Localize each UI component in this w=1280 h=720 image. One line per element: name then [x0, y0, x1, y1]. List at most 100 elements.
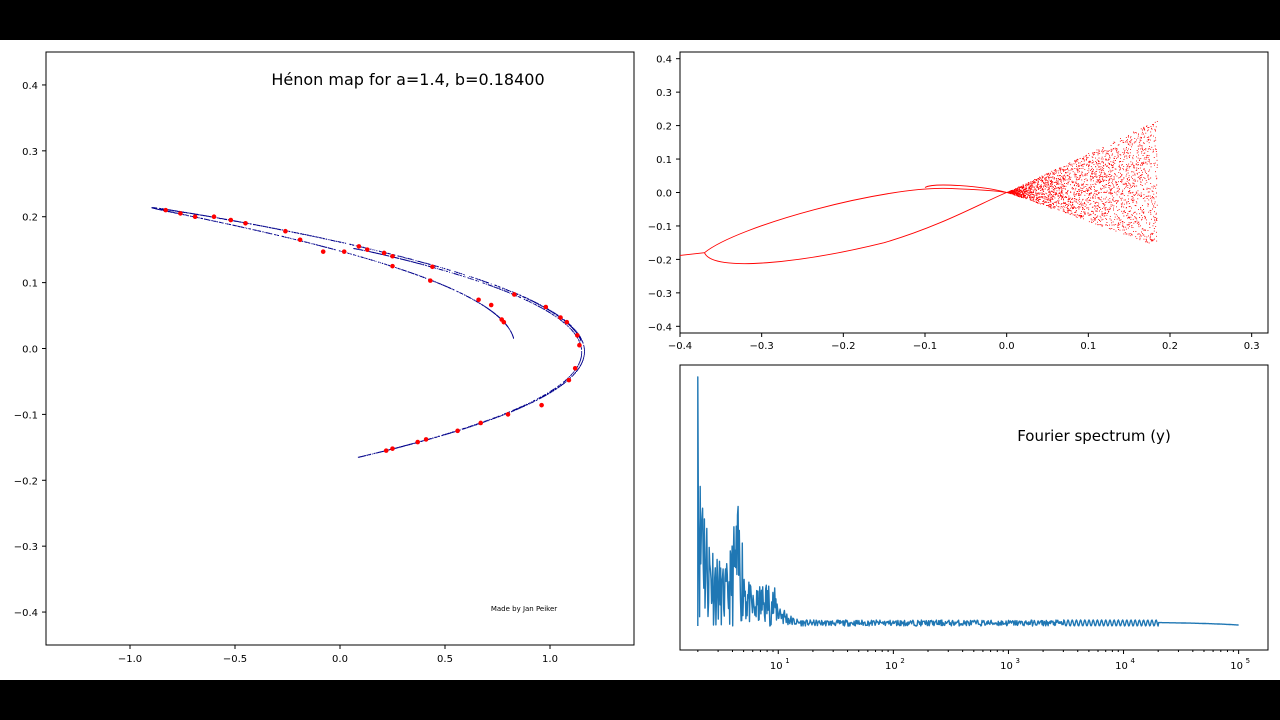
x-tick-label: 0.5	[437, 654, 453, 665]
highlighted-point	[341, 249, 347, 254]
highlighted-point	[430, 264, 435, 270]
x-tick-label: 10	[770, 661, 783, 672]
highlighted-point	[505, 412, 511, 417]
y-tick-label: 0.3	[22, 147, 38, 158]
highlighted-point	[365, 247, 370, 252]
chaotic-region-dots	[1006, 120, 1158, 244]
bifurcation-x-axis: −0.4 −0.3 −0.2 −0.1 0.0 0.1 0.2 0.3	[668, 333, 1260, 352]
y-tick-label: −0.2	[648, 255, 672, 266]
x-tick-exponent: 2	[900, 657, 904, 665]
curve-lower-branch	[704, 192, 1007, 265]
highlighted-point	[228, 217, 234, 223]
curve-small-loop	[924, 184, 1007, 193]
y-tick-label: −0.2	[14, 476, 38, 487]
y-tick-label: 0.2	[22, 213, 38, 224]
highlighted-point	[415, 439, 421, 445]
fourier-panel: 10 1 10 2 10 3 10 4 10 5 Fourier spectrum (y)	[679, 364, 1269, 672]
fourier-x-axis: 10 1 10 2 10 3 10 4 10 5	[697, 650, 1250, 672]
y-tick-label: 0.0	[22, 345, 38, 356]
henon-y-axis: 0.4 0.3 0.2 0.1 0.0 −0.1 −0.2 −0.3 −0.4	[14, 81, 46, 619]
henon-axes-frame	[45, 51, 635, 646]
x-tick-label: −0.5	[223, 654, 247, 665]
x-tick-label: −0.4	[668, 341, 692, 352]
x-tick-label: 0.0	[332, 654, 348, 665]
y-tick-label: 0.1	[22, 279, 38, 290]
highlighted-point	[390, 253, 395, 259]
highlighted-point	[455, 428, 460, 434]
x-tick-label: 1.0	[542, 654, 558, 665]
x-tick-exponent: 1	[785, 657, 789, 665]
x-tick-exponent: 3	[1015, 657, 1019, 665]
y-tick-label: 0.3	[656, 88, 672, 99]
highlighted-point	[564, 319, 570, 325]
highlighted-point	[381, 250, 387, 256]
highlighted-point	[383, 448, 389, 453]
x-tick-label: 10	[1000, 661, 1013, 672]
highlighted-point	[283, 228, 288, 234]
y-tick-label: 0.2	[656, 122, 672, 133]
y-tick-label: −0.4	[14, 608, 38, 619]
spectrum-trace	[697, 376, 1239, 627]
y-tick-label: 0.4	[22, 81, 38, 92]
x-tick-label: −1.0	[118, 654, 142, 665]
highlighted-point	[192, 214, 198, 220]
highlighted-point	[320, 249, 326, 254]
highlighted-point	[543, 304, 549, 310]
highlighted-point	[566, 377, 572, 383]
highlighted-point	[390, 263, 395, 269]
bifurcation-scatter-points	[1006, 120, 1158, 244]
y-tick-label: 0.1	[656, 155, 672, 166]
henon-attractor	[151, 207, 585, 458]
highlighted-point	[512, 292, 517, 297]
y-tick-label: −0.1	[648, 222, 672, 233]
highlighted-point	[390, 446, 395, 451]
figure-canvas: −1.0 −0.5 0.0 0.5 1.0 0.4 0.3 0.2 0.1 0.0 −0.1 −0.…	[0, 40, 1280, 680]
fourier-title: Fourier spectrum (y)	[1017, 427, 1171, 445]
attractor-trace	[151, 207, 585, 458]
x-tick-label: 10	[885, 661, 898, 672]
y-tick-label: 0.0	[656, 189, 672, 200]
x-tick-label: 0.2	[1162, 341, 1178, 352]
highlighted-point	[211, 214, 217, 220]
highlighted-point	[356, 244, 362, 249]
author-annotation: Made by Jan Peiker	[491, 605, 557, 613]
x-tick-label: 0.0	[999, 341, 1015, 352]
highlighted-point	[243, 221, 248, 226]
bifurcation-y-axis: 0.4 0.3 0.2 0.1 0.0 −0.1 −0.2 −0.3 −0.4	[648, 55, 680, 333]
highlighted-point	[476, 297, 481, 303]
highlighted-point	[423, 437, 429, 442]
x-tick-label: −0.1	[913, 341, 937, 352]
x-tick-exponent: 5	[1246, 657, 1250, 665]
y-tick-label: −0.3	[14, 542, 38, 553]
highlighted-point	[297, 237, 303, 243]
x-tick-label: 10	[1115, 661, 1128, 672]
bifurcation-axes-frame	[679, 51, 1269, 334]
highlighted-point	[499, 317, 505, 322]
x-tick-label: −0.3	[750, 341, 774, 352]
x-tick-label: 0.1	[1080, 341, 1096, 352]
highlighted-point	[478, 420, 484, 426]
x-tick-exponent: 4	[1131, 657, 1136, 665]
henon-title: Hénon map for a=1.4, b=0.18400	[271, 70, 544, 89]
x-tick-label: 0.3	[1244, 341, 1260, 352]
fourier-spectrum-line	[697, 376, 1239, 627]
fourier-axes-frame	[679, 364, 1269, 651]
x-tick-label: 10	[1230, 661, 1243, 672]
highlighted-point	[178, 211, 183, 216]
bifurcation-panel: −0.4 −0.3 −0.2 −0.1 0.0 0.1 0.2 0.3 0.40.30.20.…	[648, 51, 1269, 352]
bifurcation-curve	[679, 184, 1007, 265]
highlighted-point	[577, 342, 582, 348]
highlighted-point	[572, 365, 578, 371]
highlighted-point	[488, 302, 494, 308]
highlighted-point	[558, 315, 563, 320]
y-tick-label: −0.4	[648, 322, 672, 333]
highlighted-point	[539, 402, 544, 408]
highlighted-point	[163, 207, 168, 213]
figure-svg: −1.0 −0.5 0.0 0.5 1.0 0.40.30.20.10.0−0.1−0.…	[14, 51, 1269, 672]
curve-upper-branch	[679, 187, 1007, 256]
x-tick-label: −0.2	[831, 341, 855, 352]
henon-map-panel: −1.0 −0.5 0.0 0.5 1.0 0.4 0.3 0.2 0.1 0.0 −0.1 −0.…	[14, 51, 635, 665]
y-tick-label: −0.1	[14, 410, 38, 421]
highlighted-point	[575, 333, 580, 338]
y-tick-label: −0.3	[648, 289, 672, 300]
